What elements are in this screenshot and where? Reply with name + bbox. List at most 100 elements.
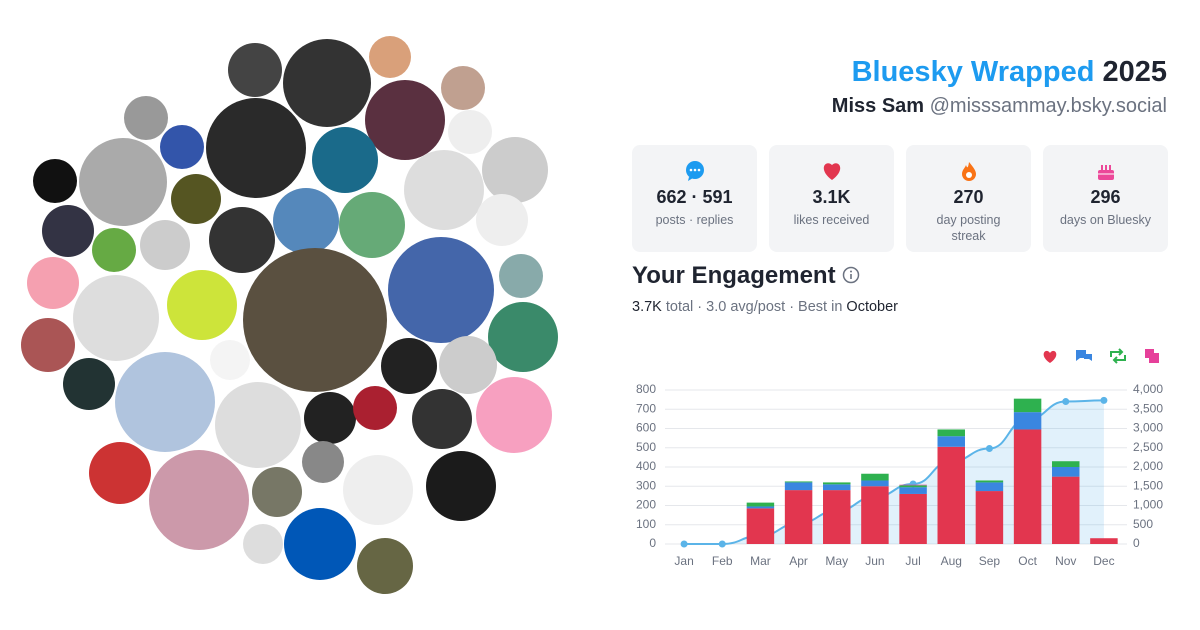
avatar xyxy=(140,220,190,270)
avatar xyxy=(369,36,411,78)
avatar xyxy=(33,159,77,203)
bar xyxy=(746,506,775,509)
y2-tick-label: 1,000 xyxy=(1133,498,1163,512)
bar xyxy=(1013,412,1042,430)
avatar xyxy=(73,275,159,361)
y-tick-label: 0 xyxy=(649,536,656,550)
stat-label: days on Bluesky xyxy=(1059,213,1152,227)
avatar xyxy=(27,257,79,309)
stat-card: 662 · 591 posts · replies xyxy=(632,145,757,252)
y-tick-label: 200 xyxy=(636,498,656,512)
avatar xyxy=(488,302,558,372)
avatar xyxy=(499,254,543,298)
bar xyxy=(1013,398,1042,413)
x-tick-label: Jul xyxy=(905,554,920,568)
legend-icon xyxy=(1110,348,1126,364)
legend-icon xyxy=(1076,350,1092,361)
avatar xyxy=(441,66,485,110)
best-month: October xyxy=(846,299,899,315)
bar xyxy=(975,480,1004,483)
total: 3.7K xyxy=(632,299,662,315)
avatar xyxy=(63,358,115,410)
stat-card: 270 day posting streak xyxy=(906,145,1031,252)
avatar xyxy=(482,137,548,203)
y-tick-label: 800 xyxy=(636,382,656,396)
y2-tick-label: 3,000 xyxy=(1133,421,1163,435)
summary: total · 3.0 avg/post · Best in xyxy=(665,299,843,315)
bar xyxy=(746,502,775,507)
point xyxy=(718,540,726,548)
x-tick-label: Jun xyxy=(865,554,884,568)
avatar xyxy=(89,442,151,504)
user-name: Miss Sam xyxy=(831,95,925,117)
bar xyxy=(823,484,851,491)
x-tick-label: Apr xyxy=(789,554,808,568)
y2-tick-label: 0 xyxy=(1133,536,1140,550)
point xyxy=(985,445,993,453)
user-handle: @misssammay.bsky.social xyxy=(929,95,1167,117)
legend-icon xyxy=(1043,350,1057,363)
y-tick-label: 300 xyxy=(636,478,656,492)
info-icon[interactable] xyxy=(842,266,860,284)
icon xyxy=(685,161,704,181)
avatar xyxy=(357,538,413,594)
avatar xyxy=(339,192,405,258)
icon xyxy=(961,162,976,181)
avatar xyxy=(42,205,94,257)
avatar xyxy=(243,248,387,392)
x-tick-label: Dec xyxy=(1093,554,1114,568)
avatar xyxy=(412,389,472,449)
section-summary: 3.7K total · 3.0 avg/post · Best in Octo… xyxy=(632,299,898,315)
bar xyxy=(899,493,927,544)
icon xyxy=(823,163,840,180)
y-tick-label: 100 xyxy=(636,517,656,531)
avatar xyxy=(115,352,215,452)
stat-value: 662 · 591 xyxy=(656,187,733,207)
avatar xyxy=(171,174,221,224)
y2-tick-label: 500 xyxy=(1133,517,1153,531)
x-tick-label: Jan xyxy=(674,554,693,568)
y2-tick-label: 4,000 xyxy=(1133,382,1163,396)
avatar xyxy=(209,207,275,273)
y2-tick-label: 1,500 xyxy=(1133,478,1163,492)
bar xyxy=(784,481,813,483)
stat-label: posts · replies xyxy=(655,213,734,227)
avatar xyxy=(206,98,306,198)
avatar xyxy=(404,150,484,230)
avatar xyxy=(228,43,282,97)
avatar xyxy=(252,467,302,517)
stat-card: 296 days on Bluesky xyxy=(1043,145,1168,252)
title-year: 2025 xyxy=(1102,56,1167,88)
avatar xyxy=(92,228,136,272)
avatar xyxy=(215,382,301,468)
legend-icon xyxy=(1145,349,1159,363)
bar xyxy=(899,484,927,486)
bar xyxy=(975,482,1004,492)
bar xyxy=(861,486,889,544)
y-tick-label: 500 xyxy=(636,440,656,454)
y-tick-label: 600 xyxy=(636,421,656,435)
bar xyxy=(1052,476,1080,544)
bar xyxy=(937,446,965,544)
y-tick-label: 400 xyxy=(636,459,656,473)
x-tick-label: Sep xyxy=(979,554,1001,568)
icon xyxy=(1097,165,1114,180)
avatar-cloud xyxy=(21,36,558,594)
y-tick-label: 700 xyxy=(636,401,656,415)
bar xyxy=(899,487,927,494)
avatar xyxy=(160,125,204,169)
user: Miss Sam @misssammay.bsky.social xyxy=(832,95,1167,118)
y2-tick-label: 2,000 xyxy=(1133,459,1163,473)
avatar xyxy=(243,524,283,564)
section-title-text: Your Engagement xyxy=(632,262,836,289)
bar xyxy=(899,485,927,488)
avatar xyxy=(149,450,249,550)
bar xyxy=(975,491,1004,544)
x-tick-label: Aug xyxy=(941,554,962,568)
avatar xyxy=(353,386,397,430)
x-tick-label: Oct xyxy=(1018,554,1037,568)
avatar xyxy=(388,237,494,343)
x-tick-label: May xyxy=(825,554,848,568)
stat-value: 296 xyxy=(1090,187,1121,207)
avatar xyxy=(476,194,528,246)
